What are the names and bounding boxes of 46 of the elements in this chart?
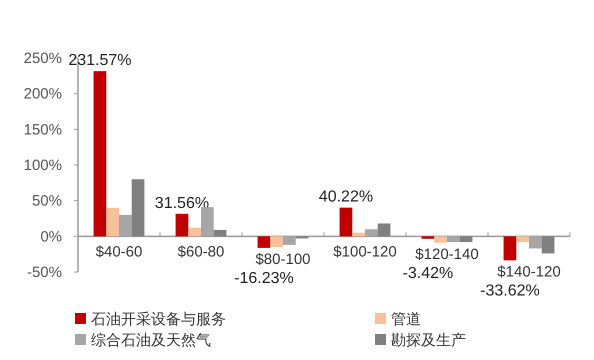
legend-label: 管道	[391, 310, 421, 328]
legend-label: 勘探及生产	[391, 331, 466, 349]
bar	[258, 236, 270, 248]
bar	[422, 236, 434, 239]
y-tick-label: 150%	[24, 121, 62, 138]
data-label: 31.56%	[154, 194, 210, 212]
bar	[188, 228, 201, 236]
data-label: -3.42%	[402, 264, 454, 282]
x-tick-label: $80-100	[255, 250, 311, 268]
bar	[94, 71, 106, 236]
y-tick-label: -50%	[26, 264, 62, 281]
data-label: -33.62%	[480, 282, 540, 300]
bar	[352, 232, 365, 236]
y-tick-label: 250%	[24, 50, 62, 67]
x-tick-label: $100-120	[333, 243, 397, 260]
data-label: -16.23%	[234, 270, 294, 287]
bar	[106, 208, 119, 236]
bar	[283, 236, 296, 245]
legend-label: 石油开采设备与服务	[91, 310, 226, 328]
bar	[176, 214, 188, 236]
data-label: 231.57%	[68, 52, 132, 70]
data-label: 40.22%	[318, 188, 374, 206]
bar	[447, 236, 460, 242]
bar	[434, 236, 447, 243]
bar	[201, 207, 214, 236]
y-tick-label: 100%	[24, 157, 62, 174]
bar	[340, 208, 352, 236]
x-tick-label: $60-80	[178, 243, 224, 260]
bar	[132, 179, 144, 236]
bar	[365, 229, 378, 236]
bar	[378, 223, 390, 236]
bar	[516, 236, 529, 242]
bar	[119, 214, 132, 236]
bar	[270, 236, 283, 248]
bar	[214, 230, 226, 236]
legend-label: 综合石油及天然气	[91, 331, 211, 349]
y-tick-label: 200%	[24, 86, 62, 103]
x-tick-label: $120-140	[415, 246, 479, 263]
y-tick-label: 50%	[32, 192, 62, 210]
x-tick-label: $40-60	[96, 243, 142, 260]
bar	[542, 236, 554, 254]
y-tick-label: 0%	[40, 228, 62, 246]
bar	[504, 236, 516, 260]
bar	[460, 236, 472, 242]
bar	[529, 236, 542, 248]
x-tick-label: $140-120	[497, 263, 561, 280]
